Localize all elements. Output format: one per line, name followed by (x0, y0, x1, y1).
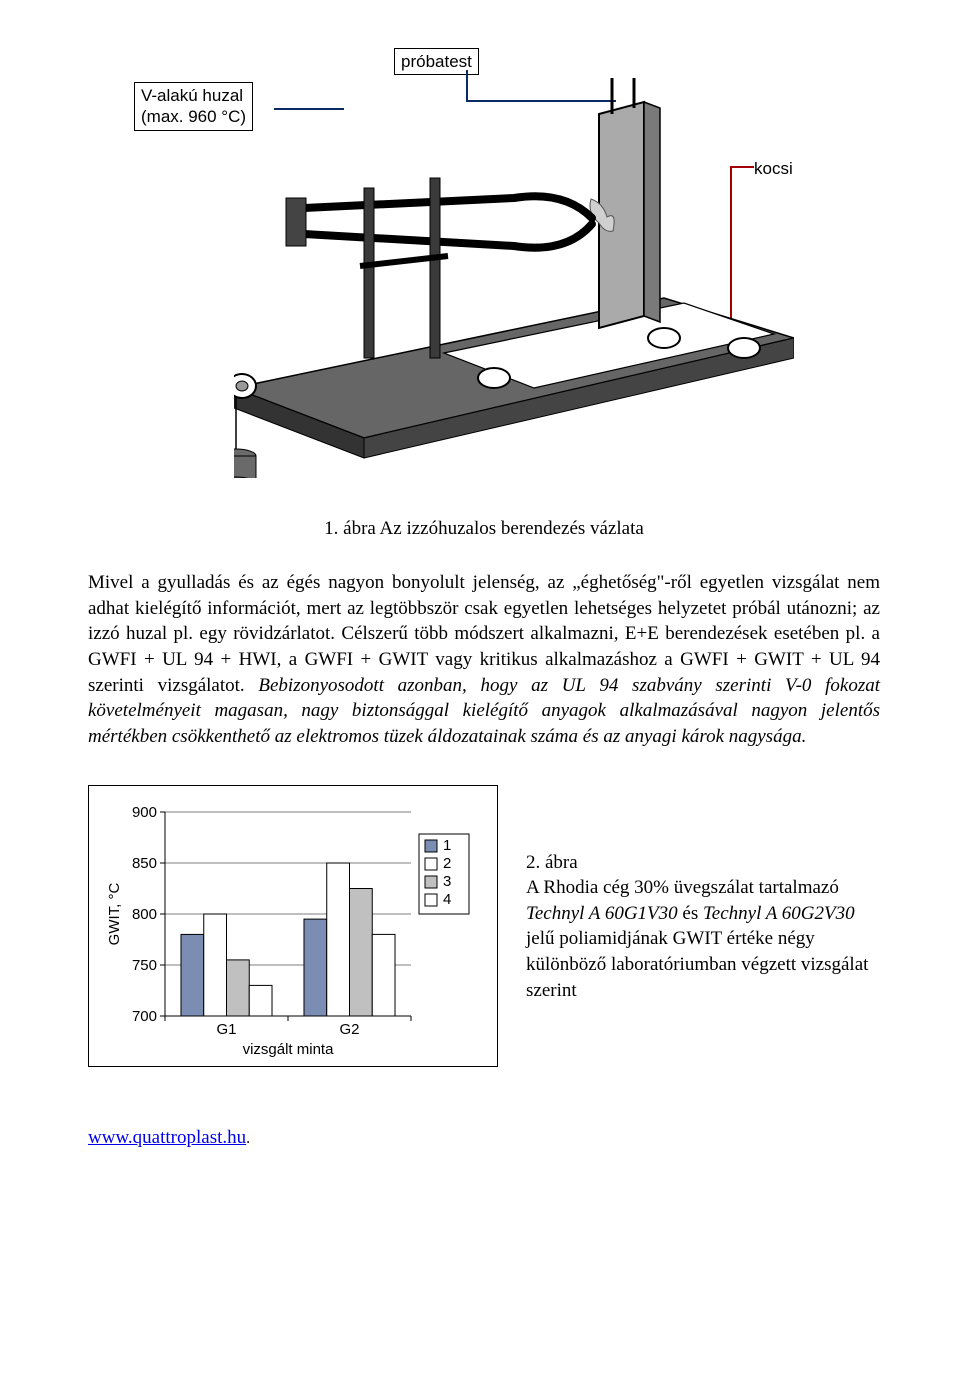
figure2-caption: 2. ábra A Rhodia cég 30% üvegszálat tart… (526, 850, 880, 1004)
fig2-text-3: jelű poliamidjának GWIT értéke négy külö… (526, 928, 868, 1000)
figure2-row: 700 750 800 850 900 G1 G2vizsgált minta GWIT, °… (88, 785, 880, 1067)
svg-text:900: 900 (132, 804, 157, 821)
chart-box: 700 750 800 850 900 G1 G2vizsgált minta GWIT, °… (88, 785, 498, 1067)
fig1-label-wire-line1: V-alakú huzal(max. 960 °C) (141, 86, 246, 126)
fig2-number: 2. ábra (526, 852, 578, 873)
svg-text:1: 1 (443, 837, 451, 854)
svg-text:750: 750 (132, 957, 157, 974)
svg-text:G1: G1 (216, 1021, 236, 1038)
svg-text:G2: G2 (339, 1021, 359, 1038)
figure1-svg (234, 78, 794, 478)
figure1-container: V-alakú huzal(max. 960 °C) próbatest koc… (134, 48, 834, 488)
svg-text:vizsgált minta: vizsgált minta (243, 1041, 335, 1058)
svg-text:850: 850 (132, 855, 157, 872)
fig2-text-i1: Technyl A 60G1V30 (526, 903, 678, 924)
bar-chart: 700 750 800 850 900 G1 G2vizsgált minta GWIT, °… (103, 798, 483, 1058)
footer-link[interactable]: www.quattroplast.hu (88, 1127, 246, 1148)
fig2-text-i2: Technyl A 60G2V30 (703, 903, 855, 924)
svg-text:GWIT, °C: GWIT, °C (106, 883, 123, 946)
svg-text:4: 4 (443, 891, 451, 908)
svg-text:700: 700 (132, 1008, 157, 1025)
svg-text:2: 2 (443, 855, 451, 872)
svg-text:800: 800 (132, 906, 157, 923)
svg-text:3: 3 (443, 873, 451, 890)
fig2-text-2: és (678, 903, 703, 924)
figure1-caption: 1. ábra Az izzóhuzalos berendezés vázlat… (88, 518, 880, 540)
main-paragraph: Mivel a gyulladás és az égés nagyon bony… (88, 570, 880, 749)
fig2-text-1: A Rhodia cég 30% üvegszálat tartalmazó (526, 877, 839, 898)
footer-trailing: . (246, 1130, 250, 1147)
footer: www.quattroplast.hu. (88, 1127, 880, 1149)
